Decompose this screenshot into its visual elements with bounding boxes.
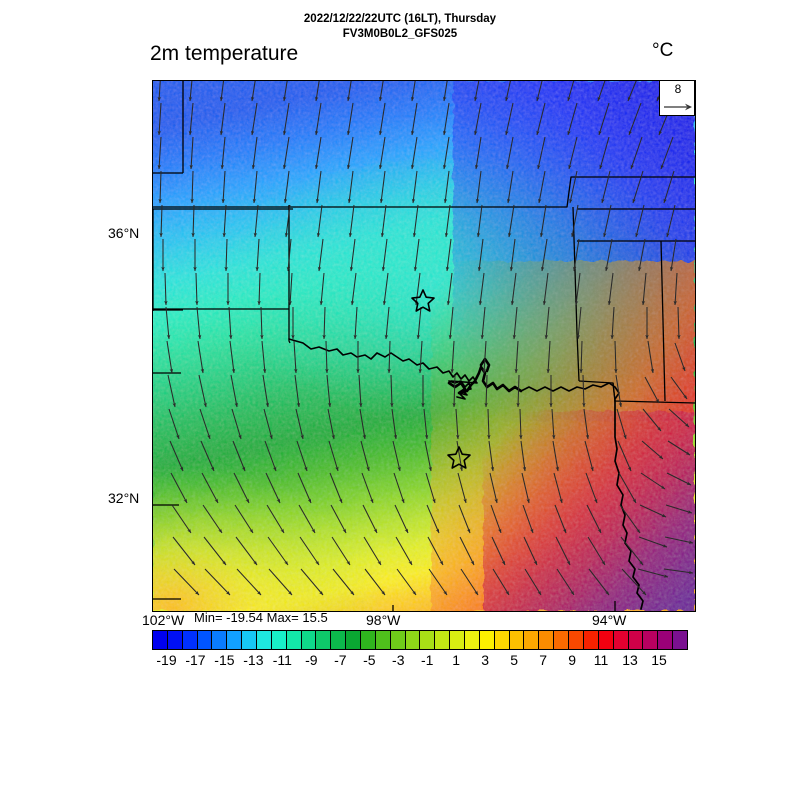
colorbar-cell — [479, 631, 495, 649]
min-max-readout: Min= -19.54 Max= 15.5 — [194, 610, 328, 625]
wind-legend-value: 8 — [674, 82, 682, 96]
station-markers — [411, 289, 471, 469]
colorbar-cell — [450, 631, 466, 649]
colorbar-cell — [316, 631, 332, 649]
colorbar-cell — [494, 631, 510, 649]
colorbar-tick-label: -7 — [334, 652, 347, 668]
arrow-right-icon — [664, 103, 692, 111]
colorbar-tick-label: 13 — [622, 652, 638, 668]
colorbar-tick-labels: -19 -17 -15 -13 -11 -9 -7 -5 -3 -1 1 3 5 7 9 11 13 15 — [152, 652, 688, 672]
colorbar-tick-label: 9 — [568, 652, 576, 668]
colorbar-cell — [435, 631, 451, 649]
colorbar-tick-label: -3 — [392, 652, 405, 668]
axis-label-lat-36: 36°N — [108, 225, 140, 241]
wind-vector-legend: 8 — [659, 80, 695, 116]
state-borders — [153, 81, 695, 611]
colorbar-cell — [405, 631, 421, 649]
colorbar-cell — [420, 631, 436, 649]
axis-label-lon-102: 102°W — [142, 612, 185, 628]
colorbar-cell — [286, 631, 302, 649]
colorbar-tick-label: 5 — [510, 652, 519, 668]
axis-label-lat-32: 32°N — [108, 490, 140, 506]
colorbar-cell — [153, 631, 168, 649]
colorbar-cell — [167, 631, 183, 649]
colorbar-cell — [583, 631, 599, 649]
colorbar-cell — [390, 631, 406, 649]
header-model-name: FV3M0B0L2_GFS025 — [342, 28, 458, 40]
colorbar-cell — [643, 631, 659, 649]
red-river-detail — [447, 357, 523, 395]
axis-label-lon-94: 94°W — [592, 612, 627, 628]
colorbar-cell — [361, 631, 376, 649]
colorbar-cell — [242, 631, 258, 649]
colorbar-cell — [465, 631, 480, 649]
colorbar-cell — [212, 631, 228, 649]
wind-vectors — [157, 81, 694, 596]
colorbar-cell — [569, 631, 584, 649]
colorbar-tick-label: 11 — [593, 652, 609, 668]
colorbar-tick-label: 1 — [452, 652, 461, 668]
colorbar-cell — [509, 631, 525, 649]
colorbar-tick-label: -1 — [421, 652, 434, 668]
colorbar-tick-label: -9 — [305, 652, 318, 668]
colorbar-cell — [628, 631, 644, 649]
header-datetime: 2022/12/22/22UTC (16LT), Thursday — [303, 13, 497, 25]
colorbar-cell — [301, 631, 317, 649]
red-river-boundary — [288, 338, 478, 400]
colorbar-tick-label: -19 — [156, 652, 177, 668]
colorbar-cell — [227, 631, 243, 649]
colorbar-cell — [375, 631, 391, 649]
sabine-river-boundary — [614, 400, 644, 610]
colorbar-cell — [331, 631, 347, 649]
colorbar-tick-label: 3 — [481, 652, 490, 668]
colorbar-cell — [598, 631, 614, 649]
colorbar-cell — [346, 631, 362, 649]
colorbar-cell — [658, 631, 674, 649]
colorbar-tick-label: -5 — [363, 652, 376, 668]
colorbar-cell — [554, 631, 570, 649]
colorbar-cell — [524, 631, 540, 649]
colorbar-cell — [539, 631, 555, 649]
colorbar-cell — [257, 631, 272, 649]
colorbar — [152, 630, 688, 650]
axis-label-lon-98: 98°W — [366, 612, 401, 628]
colorbar-swatches — [152, 630, 688, 650]
colorbar-cell — [673, 631, 687, 649]
colorbar-tick-label: -15 — [214, 652, 235, 668]
page-title: 2m temperature — [150, 42, 299, 65]
colorbar-tick-label: -17 — [185, 652, 206, 668]
temperature-field-svg — [153, 81, 695, 611]
colorbar-tick-label: 15 — [651, 652, 667, 668]
map-plot-area — [152, 80, 696, 612]
colorbar-tick-label: -11 — [272, 652, 292, 668]
red-river-east — [520, 382, 620, 402]
colorbar-cell — [271, 631, 287, 649]
colorbar-cell — [613, 631, 629, 649]
colorbar-tick-label: -13 — [243, 652, 264, 668]
colorbar-cell — [197, 631, 213, 649]
colorbar-cell — [182, 631, 198, 649]
colorbar-tick-label: 7 — [539, 652, 548, 668]
unit-label: °C — [652, 40, 674, 61]
